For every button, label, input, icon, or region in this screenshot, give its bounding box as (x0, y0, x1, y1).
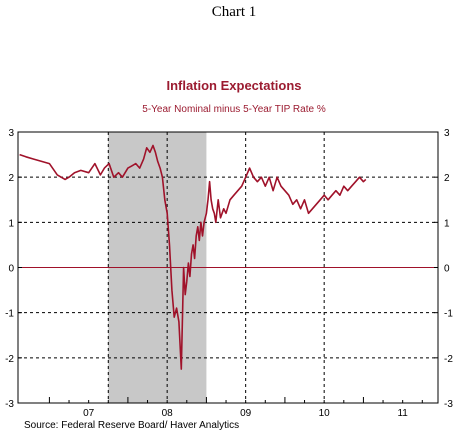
chart-title: Inflation Expectations (166, 78, 302, 93)
x-tick-label: 11 (397, 408, 408, 419)
chart-subtitle: 5-Year Nominal minus 5-Year TIP Rate % (142, 104, 326, 115)
y-tick-label-left: 0 (8, 264, 14, 275)
chart-number: Chart 1 (211, 4, 257, 20)
y-tick-label-left: 3 (8, 128, 14, 139)
y-tick-label-right: 0 (444, 264, 450, 275)
y-tick-label-right: 3 (444, 128, 450, 139)
source-note: Source: Federal Reserve Board/ Haver Ana… (24, 420, 240, 431)
plot-area: -3 -3-2 -2-1 -10 01 12 23 307 08 09 10 11 (5, 128, 453, 419)
y-tick-label-left: 2 (8, 173, 14, 184)
y-tick-label-left: -3 (5, 399, 14, 410)
y-tick-label-right: 1 (444, 218, 450, 229)
y-tick-label-right: 2 (444, 173, 450, 184)
x-tick-label: 10 (319, 408, 331, 419)
y-tick-label-left: -2 (5, 354, 14, 365)
x-tick-label: 07 (83, 408, 95, 419)
x-tick-label: 09 (240, 408, 252, 419)
y-tick-label-right: -1 (444, 309, 453, 320)
y-tick-label-right: -2 (444, 354, 453, 365)
y-tick-label-right: -3 (444, 399, 453, 410)
series-line (19, 144, 367, 370)
y-tick-label-left: -1 (5, 309, 14, 320)
y-tick-label-left: 1 (8, 218, 14, 229)
x-tick-label: 08 (162, 408, 174, 419)
